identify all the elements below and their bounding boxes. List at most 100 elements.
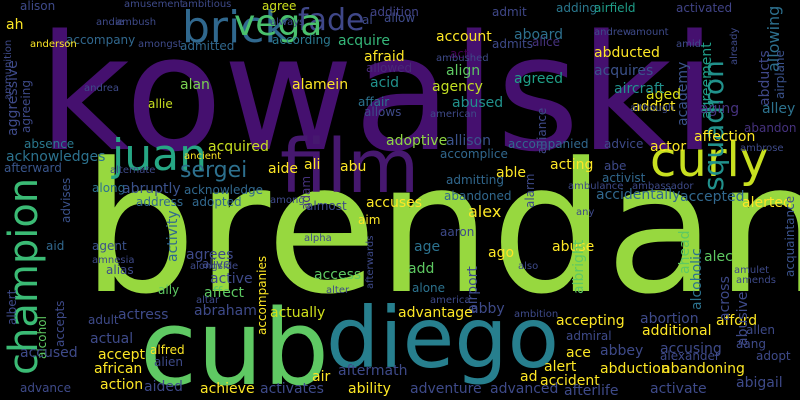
- word-accidentally: accidentally: [596, 187, 681, 203]
- word-adventure: adventure: [410, 381, 482, 397]
- word-affair: affair: [358, 95, 390, 109]
- word-abby: abby: [470, 301, 505, 317]
- word-acquaintance: acquaintance: [783, 195, 797, 277]
- word-activity: activity: [165, 210, 181, 262]
- word-afterwards: afterwards: [365, 235, 376, 289]
- word-address: address: [136, 195, 184, 209]
- word-alternate: alternate: [110, 165, 156, 176]
- word-abducts: abducts: [757, 50, 773, 106]
- word-allows: allows: [364, 105, 402, 119]
- word-alamein: alamein: [292, 77, 349, 93]
- word-agree: agree: [262, 0, 297, 13]
- word-admiral: admiral: [566, 329, 612, 343]
- word-andrea: andrea: [84, 83, 119, 94]
- word-aircraft: aircraft: [614, 81, 665, 97]
- word-accuses: accuses: [366, 195, 423, 211]
- word-alien: alien: [154, 355, 184, 369]
- word-alpha: alpha: [304, 233, 332, 244]
- word-alfred: alfred: [150, 343, 185, 357]
- word-alter: alter: [326, 285, 350, 296]
- word-alexander: alexander: [660, 349, 720, 363]
- word-almost: almost: [306, 199, 347, 213]
- word-cub: cub: [140, 287, 330, 400]
- word-actual: actual: [90, 331, 134, 347]
- word-achieve: achieve: [200, 381, 255, 397]
- word-abusive: abusive: [735, 291, 751, 346]
- word-diego: diego: [326, 289, 560, 387]
- word-advice: advice: [604, 137, 644, 151]
- word-age: age: [414, 239, 441, 255]
- word-aboard: aboard: [514, 27, 564, 43]
- word-albert: albert: [5, 289, 19, 325]
- word-aang: aang: [736, 337, 766, 351]
- word-agency: agency: [432, 79, 483, 95]
- word-afford: afford: [716, 313, 758, 329]
- word-albright: albright: [571, 239, 587, 294]
- word-active: active: [210, 271, 253, 287]
- word-alarm: alarm: [523, 173, 537, 208]
- word-abu: abu: [340, 159, 367, 175]
- word-according: according: [272, 33, 331, 47]
- word-ambulance: ambulance: [568, 181, 624, 192]
- word-abortion: abortion: [640, 311, 699, 327]
- word-alan: alan: [180, 77, 210, 93]
- word-agrees: agrees: [186, 247, 234, 263]
- word-although: although: [630, 103, 675, 114]
- word-abraham: abraham: [194, 303, 257, 319]
- word-alec: alec: [704, 249, 733, 265]
- word-access: access: [314, 267, 362, 283]
- word-adding: adding: [556, 1, 598, 15]
- word-abandon: abandon: [744, 121, 797, 135]
- word-air: air: [312, 369, 331, 385]
- word-add: add: [408, 261, 435, 277]
- word-ace: ace: [566, 345, 591, 361]
- word-ambitious: ambitious: [182, 0, 232, 10]
- word-andie: andie: [96, 17, 124, 28]
- word-aging: aging: [700, 101, 740, 117]
- word-aid: aid: [46, 239, 65, 253]
- word-anderson: anderson: [30, 39, 77, 50]
- word-ah: ah: [6, 17, 24, 33]
- word-abigail: abigail: [736, 375, 783, 391]
- word-actually: actually: [270, 305, 326, 321]
- word-ambushed: ambushed: [436, 53, 489, 64]
- word-altar: altar: [196, 295, 220, 306]
- word-among: among: [270, 195, 305, 206]
- word-amnesia: amnesia: [92, 255, 135, 266]
- word-along: along: [92, 181, 126, 195]
- word-adopt: adopt: [756, 349, 791, 363]
- word-america: america: [430, 295, 471, 306]
- word-adopted: adopted: [192, 195, 242, 209]
- word-accepting: accepting: [556, 313, 625, 329]
- word-act: act: [450, 47, 469, 61]
- word-brendan: brendan: [82, 125, 800, 334]
- word-allowed: allowed: [366, 61, 413, 75]
- word-any: any: [576, 207, 595, 218]
- word-acquired: acquired: [208, 139, 269, 155]
- word-acquires: acquires: [594, 63, 654, 79]
- word-ancient: ancient: [184, 151, 222, 162]
- word-juan: juan: [112, 130, 207, 181]
- word-aftermath: aftermath: [338, 363, 408, 379]
- word-activated: activated: [676, 1, 733, 15]
- word-already: already: [729, 27, 740, 65]
- word-addition: addition: [370, 5, 419, 19]
- word-actress: actress: [118, 307, 169, 323]
- word-advantage: advantage: [398, 305, 473, 321]
- word-al: al: [362, 13, 373, 27]
- word-aide: aide: [268, 161, 298, 177]
- word-accompany: accompany: [66, 33, 136, 47]
- word-acting: acting: [550, 157, 594, 173]
- word-amulet: amulet: [734, 265, 770, 276]
- word-alone: alone: [412, 281, 446, 295]
- word-brick: brick: [182, 2, 290, 53]
- word-abbey: abbey: [600, 343, 644, 359]
- word-aided: aided: [144, 379, 183, 395]
- word-andrew: andrew: [594, 27, 632, 38]
- word-kowalski: kowalski: [38, 0, 717, 187]
- word-abducted: abducted: [594, 45, 660, 61]
- word-admits: admits: [492, 37, 533, 51]
- word-amount: amount: [630, 27, 669, 38]
- word-abused: abused: [452, 95, 504, 111]
- word-ad: ad: [520, 369, 538, 385]
